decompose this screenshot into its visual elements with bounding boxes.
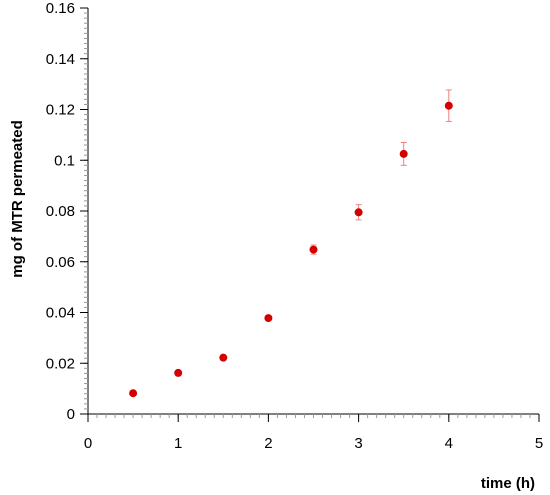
x-tick-label: 1 — [174, 435, 182, 452]
y-axis — [80, 7, 89, 415]
data-point — [219, 353, 228, 362]
data-point — [444, 101, 453, 110]
y-tick-label: 0.06 — [46, 254, 75, 271]
data-point — [354, 208, 363, 217]
x-tick-label: 4 — [445, 435, 453, 452]
data-point — [399, 149, 408, 158]
x-axis-title: time (h) — [481, 475, 535, 492]
y-tick-label: 0.04 — [46, 305, 75, 322]
x-axis — [87, 413, 540, 422]
data-point — [309, 245, 318, 254]
data-point — [174, 368, 183, 377]
data-point — [129, 389, 138, 398]
x-tick-labels: 0 1 2 3 4 5 — [84, 435, 543, 452]
y-tick-label: 0.08 — [46, 203, 75, 220]
data-points — [129, 101, 453, 398]
y-tick-label: 0 — [67, 406, 75, 423]
y-tick-label: 0.02 — [46, 355, 75, 372]
y-tick-label: 0.16 — [46, 0, 75, 17]
error-bars — [310, 89, 452, 255]
data-point — [264, 314, 273, 323]
x-tick-label: 3 — [354, 435, 362, 452]
y-tick-label: 0.1 — [54, 152, 75, 169]
x-tick-label: 5 — [535, 435, 543, 452]
x-tick-label: 2 — [264, 435, 272, 452]
y-axis-title: mg of MTR permeated — [9, 120, 26, 278]
y-tick-labels: 0 0.02 0.04 0.06 0.08 0.1 0.12 0.14 0.16 — [46, 0, 75, 423]
y-tick-label: 0.14 — [46, 51, 75, 68]
x-tick-label: 0 — [84, 435, 92, 452]
y-tick-label: 0.12 — [46, 102, 75, 119]
